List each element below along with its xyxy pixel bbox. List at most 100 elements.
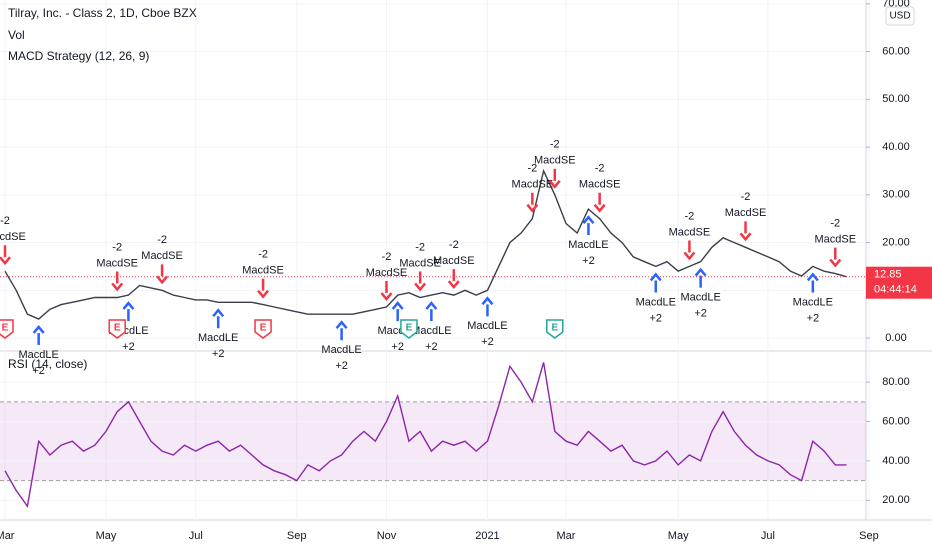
signal-qty: +2 [335,360,348,372]
signal-arrow [829,247,842,268]
x-tick-label: Jul [189,530,203,542]
signal-label: MacdLE [568,239,608,251]
earnings-label: E [2,323,9,334]
signal-label: MacdSE [669,226,711,238]
signal-label: MacdLE [18,349,58,361]
signal-qty: +2 [32,365,45,377]
signal-arrow [582,215,595,236]
x-tick-label: May [96,530,117,542]
symbol-title: Tilray, Inc. - Class 2, 1D, Cboe BZX [8,6,197,20]
signal-arrow [32,325,45,345]
signal-label: MacdSE [141,250,183,262]
y-tick-label: 0.00 [885,332,906,344]
signal-label: MacdSE [366,267,408,279]
signal-label: MacdLE [321,344,361,356]
earnings-label: E [114,323,121,334]
rsi-line [4,362,847,508]
signal-arrow [0,245,11,266]
earnings-badge [546,319,564,339]
signal-arrow [481,296,494,317]
x-tick-label: Nov [377,530,397,542]
x-tick-label: Mar [557,530,576,542]
signal-label: MacdSE [579,179,621,191]
last-price-badge [866,266,932,299]
signal-label: MacdLE [411,325,451,337]
signal-qty: -2 [415,241,425,253]
signal-label: MacdLE [680,292,720,304]
signal-arrow [335,320,348,341]
currency-badge[interactable] [885,6,915,26]
x-tick-label: 2021 [475,530,499,542]
y-tick-label: 70.00 [882,0,910,10]
signal-arrow [156,264,169,285]
x-tick-label: Jul [761,530,775,542]
signal-arrow [122,301,135,322]
signal-qty: -2 [0,215,10,227]
signal-arrow [649,272,662,293]
signal-qty: +2 [425,341,438,353]
y-tick-label: 60.00 [882,415,910,427]
earnings-badge [0,319,14,339]
signal-label: MacdSE [433,255,475,267]
signal-arrow [212,308,225,329]
y-tick-label: 20.00 [882,494,910,506]
signal-label: MacdSE [512,179,554,191]
earnings-badge [400,319,418,339]
signal-arrow [414,271,427,292]
y-tick-label: 40.00 [882,455,910,467]
signal-arrow [257,278,270,299]
x-tick-label: Mar [0,530,15,542]
signal-qty: +2 [582,255,595,267]
countdown-label: 04:44:14 [874,284,917,296]
signal-qty: -2 [685,210,695,222]
rsi-title: RSI (14, close) [8,357,87,371]
earnings-badge [108,319,126,339]
signal-arrow [683,240,696,261]
signal-qty: +2 [212,348,225,360]
signal-label: MacdLE [467,320,507,332]
signal-qty: -2 [550,139,560,151]
y-tick-label: 60.00 [882,45,910,57]
signal-arrow [391,301,404,322]
rsi-band [0,401,866,481]
signal-arrow [739,221,752,242]
legend-item: MACD Strategy (12, 26, 9) [8,49,149,63]
signal-qty: +2 [122,341,135,353]
y-tick-label: 80.00 [882,376,910,388]
signal-qty: +2 [807,312,820,324]
signal-label: MacdSE [814,234,856,246]
signal-label: MacdLE [636,296,676,308]
signal-label: MacdSE [534,155,576,167]
y-tick-label: 20.00 [882,236,910,248]
signal-qty: -2 [157,234,167,246]
x-tick-label: Sep [859,530,879,542]
signal-qty: +2 [649,312,662,324]
earnings-label: E [406,323,413,334]
signal-label: MacdSE [399,257,441,269]
earnings-label: E [260,323,267,334]
signal-arrow [425,301,438,322]
signal-arrow [806,272,819,293]
signal-qty: -2 [830,218,840,230]
legend-item: Vol [8,28,25,42]
signal-qty: +2 [391,341,404,353]
signal-arrow [694,267,707,288]
signal-qty: -2 [595,163,605,175]
signal-qty: +2 [694,308,707,320]
signal-label: MacdSE [242,265,284,277]
earnings-label: E [551,323,558,334]
currency-label: USD [889,11,910,22]
signal-qty: -2 [527,163,537,175]
signal-arrow [526,192,539,213]
signal-qty: +2 [481,336,494,348]
signal-arrow [447,269,460,290]
signal-arrow [593,192,606,213]
signal-arrow [111,271,124,292]
signal-label: MacdSE [0,231,26,243]
signal-label: MacdLE [793,296,833,308]
signal-arrow [548,168,561,189]
signal-qty: -2 [112,241,122,253]
